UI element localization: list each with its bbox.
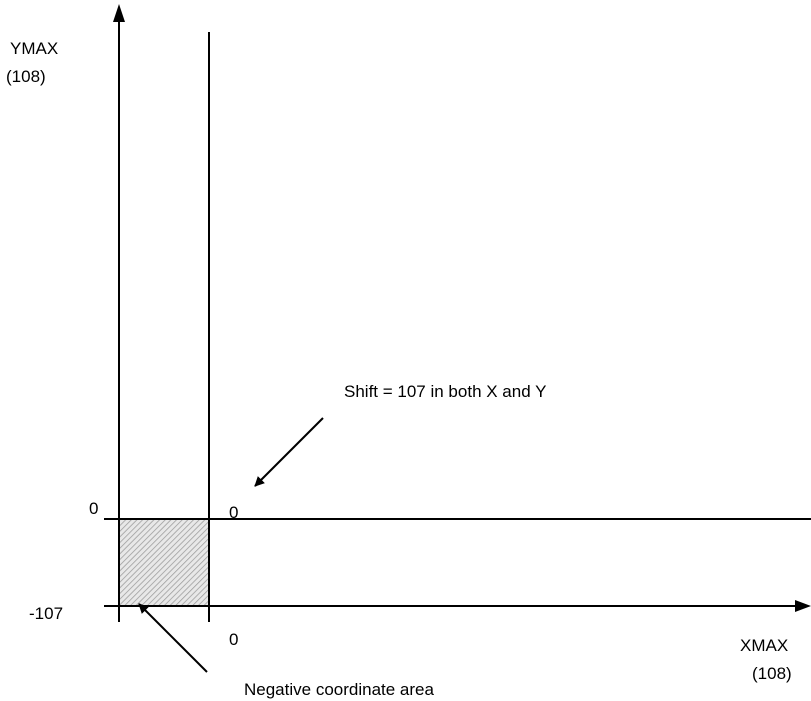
x-axis-label: XMAX xyxy=(740,636,788,655)
negative-area-annotation: Negative coordinate area xyxy=(244,680,435,699)
y-zero-label: 0 xyxy=(89,499,98,518)
x-zero-label: 0 xyxy=(229,630,238,649)
negative-area-pointer-arrow xyxy=(138,603,208,673)
x-axis-max-value: (108) xyxy=(752,664,792,683)
y-axis-max-value: (108) xyxy=(6,67,46,86)
shift-pointer-arrow xyxy=(254,417,324,487)
origin-zero-label: 0 xyxy=(229,503,238,522)
y-min-label: -107 xyxy=(29,604,63,623)
x-axis-arrowhead xyxy=(795,600,811,612)
y-axis-arrowhead xyxy=(113,4,125,22)
shift-annotation: Shift = 107 in both X and Y xyxy=(344,382,546,401)
y-axis-label: YMAX xyxy=(10,39,58,58)
negative-coordinate-region xyxy=(119,519,209,606)
